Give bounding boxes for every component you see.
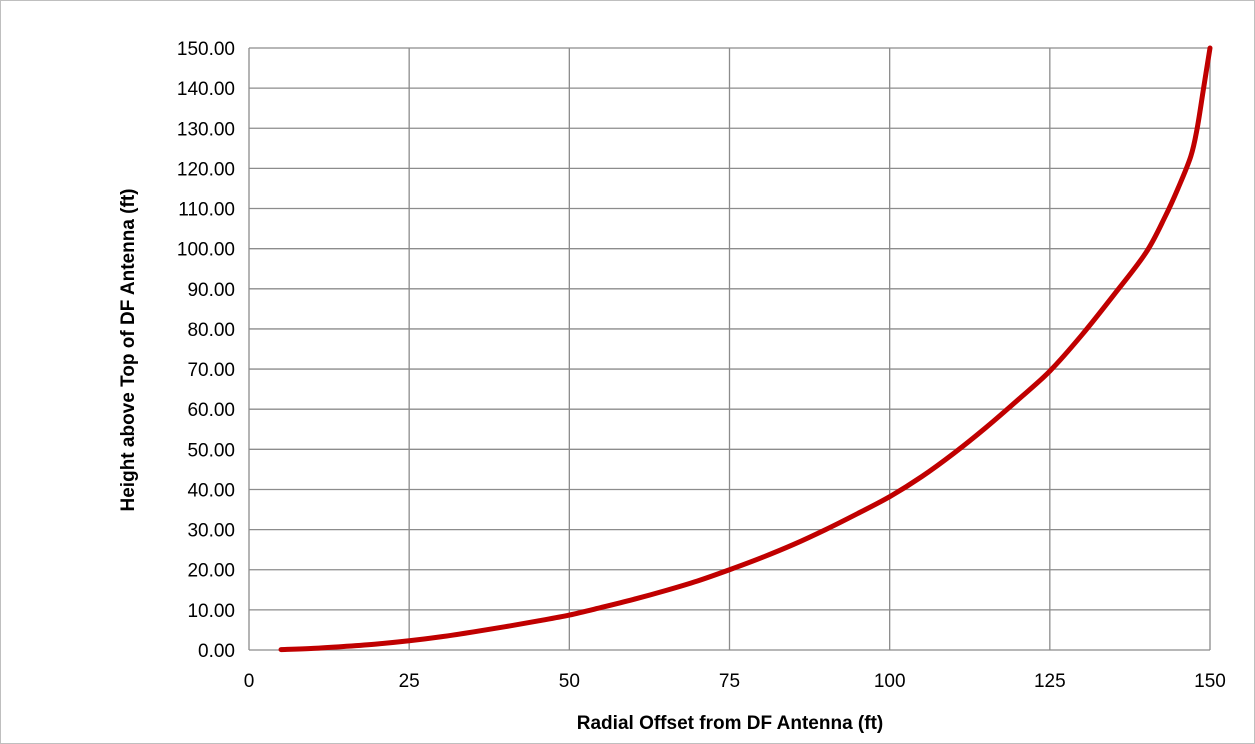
y-tick-label: 10.00	[187, 601, 235, 622]
y-tick-label: 20.00	[187, 561, 235, 582]
x-tick-label: 75	[719, 671, 740, 692]
x-tick-label: 125	[1034, 671, 1066, 692]
y-tick-label: 130.00	[177, 119, 235, 140]
y-tick-label: 40.00	[187, 480, 235, 501]
y-tick-label: 150.00	[177, 39, 235, 60]
x-tick-label: 25	[399, 671, 420, 692]
y-tick-label: 90.00	[187, 280, 235, 301]
y-tick-label: 110.00	[178, 200, 235, 221]
y-tick-label: 60.00	[187, 400, 235, 421]
x-tick-label: 100	[874, 671, 906, 692]
x-tick-labels: 0 25 50 75 100 125 150	[244, 671, 1226, 692]
grid-lines	[248, 47, 1211, 651]
y-tick-label: 50.00	[187, 440, 235, 461]
y-tick-label: 30.00	[187, 521, 235, 542]
y-tick-label: 80.00	[187, 320, 235, 341]
y-tick-label: 0.00	[198, 641, 235, 662]
x-tick-label: 150	[1194, 671, 1226, 692]
y-axis-title: Height above Top of DF Antenna (ft)	[118, 189, 139, 512]
y-tick-label: 140.00	[177, 79, 235, 100]
x-tick-label: 50	[559, 671, 580, 692]
y-tick-label: 100.00	[177, 240, 235, 261]
series-lines	[278, 45, 1213, 653]
x-tick-label: 0	[244, 671, 255, 692]
series-line-0	[278, 45, 1213, 653]
y-tick-label: 70.00	[187, 360, 235, 381]
y-tick-labels: 0.00 10.00 20.00 30.00 40.00 50.00 60.00 70.00 8…	[177, 39, 235, 662]
y-tick-label: 120.00	[177, 159, 235, 180]
x-axis-title: Radial Offset from DF Antenna (ft)	[577, 713, 883, 734]
